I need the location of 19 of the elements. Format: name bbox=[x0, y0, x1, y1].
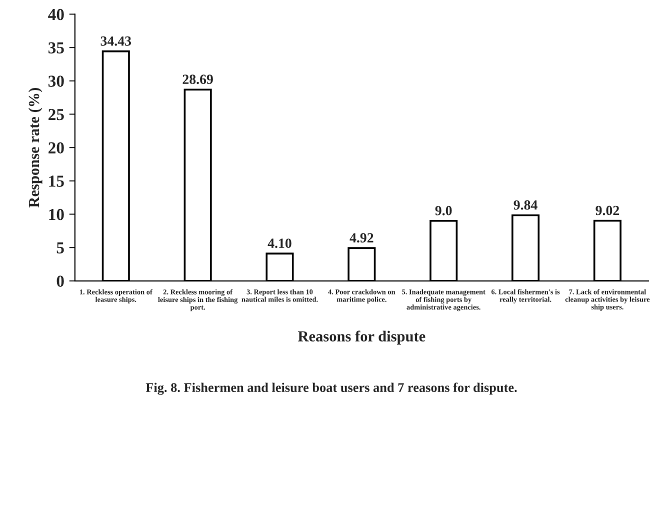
y-axis-title: Response rate (%) bbox=[28, 88, 42, 208]
y-tick-label: 5 bbox=[56, 242, 64, 254]
y-tick-label: 40 bbox=[48, 8, 64, 20]
x-axis-title: Reasons for dispute bbox=[298, 330, 426, 345]
y-tick-label: 25 bbox=[48, 108, 64, 120]
y-tick-label: 10 bbox=[49, 208, 64, 220]
y-tick-label: 35 bbox=[48, 42, 64, 54]
y-tick-label: 15 bbox=[49, 176, 64, 187]
data-label: 28.69 bbox=[182, 74, 213, 84]
data-label: 9.84 bbox=[514, 200, 538, 210]
y-tick-label: 30 bbox=[48, 76, 64, 87]
caption: Fig. 8. Fishermen and leisure boat users and 7 reasons for dispute. bbox=[146, 382, 517, 395]
data-label: 34.43 bbox=[100, 36, 132, 46]
y-tick-label: 20 bbox=[48, 142, 64, 154]
data-label: 9.0 bbox=[435, 206, 452, 216]
y-tick-label: 0 bbox=[56, 276, 64, 287]
data-label: 4.10 bbox=[268, 238, 292, 248]
data-label: 9.02 bbox=[596, 206, 620, 216]
data-label: 4.92 bbox=[350, 233, 374, 243]
